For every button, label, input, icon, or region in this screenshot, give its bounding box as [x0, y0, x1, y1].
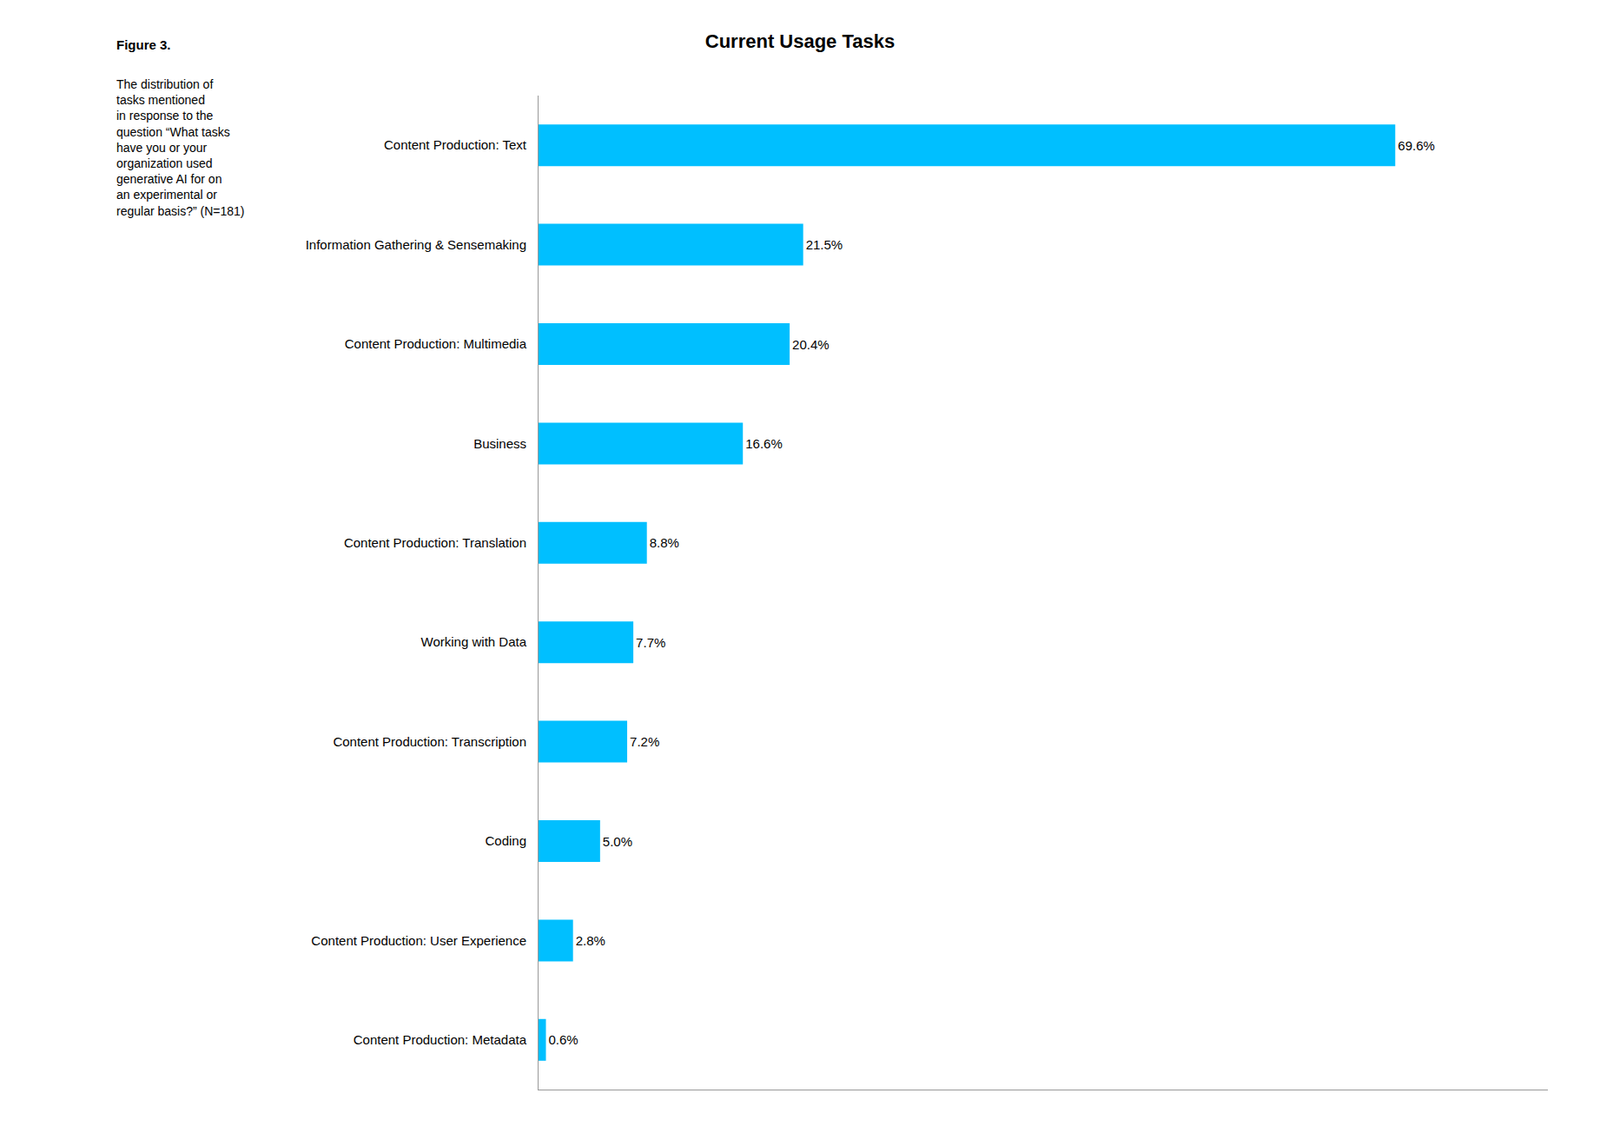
svg-text:Content Production: Text: Content Production: Text — [383, 137, 528, 153]
svg-text:Content Production: User Exper: Content Production: User Experience — [310, 932, 527, 948]
svg-text:Content Production: Metadata: Content Production: Metadata — [353, 1031, 528, 1047]
svg-text:69.6%: 69.6% — [1397, 138, 1435, 153]
svg-text:Current Usage Tasks: Current Usage Tasks — [705, 30, 895, 53]
svg-text:16.6%: 16.6% — [745, 436, 783, 451]
svg-text:5.0%: 5.0% — [602, 833, 633, 849]
svg-text:The distribution oftasks menti: The distribution oftasks mentionedin res… — [116, 77, 245, 219]
svg-text:Business: Business — [473, 436, 527, 451]
svg-text:Content Production: Transcript: Content Production: Transcription — [332, 733, 527, 749]
svg-text:7.7%: 7.7% — [635, 634, 666, 650]
svg-text:Coding: Coding — [484, 833, 527, 848]
svg-text:Figure 3.: Figure 3. — [116, 37, 172, 53]
svg-text:Working with Data: Working with Data — [421, 634, 528, 649]
svg-text:Information Gathering & Sensem: Information Gathering & Sensemaking — [305, 237, 527, 252]
svg-text:2.8%: 2.8% — [575, 932, 606, 948]
svg-text:7.2%: 7.2% — [629, 733, 660, 749]
svg-text:Content Production: Translatio: Content Production: Translation — [343, 535, 527, 550]
svg-text:21.5%: 21.5% — [806, 237, 844, 252]
svg-text:8.8%: 8.8% — [649, 535, 680, 550]
svg-text:0.6%: 0.6% — [548, 1031, 579, 1047]
svg-text:Content Production: Multimedia: Content Production: Multimedia — [344, 336, 528, 351]
svg-text:20.4%: 20.4% — [792, 337, 830, 352]
